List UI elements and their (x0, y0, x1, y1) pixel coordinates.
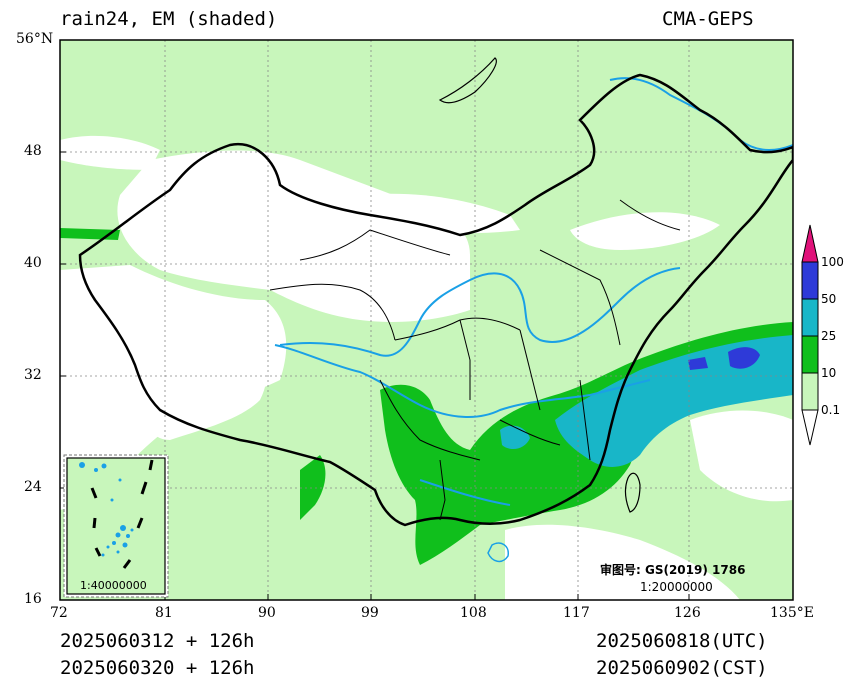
init-time-utc: 2025060312 + 126h (60, 630, 255, 652)
no-rain-north (117, 150, 471, 322)
colorbar-label-50: 50 (821, 292, 837, 306)
colorbar-50 (801, 261, 819, 300)
colorbar-label-25: 25 (821, 329, 837, 343)
colorbar-100 (801, 224, 819, 263)
lat-label-16: 16 (24, 591, 42, 607)
inset-scale: 1:40000000 (80, 579, 147, 592)
colorbar-0.1 (801, 372, 819, 411)
colorbar-label-0.1: 0.1 (821, 403, 841, 417)
colorbar-label-100: 100 (821, 255, 844, 269)
precip-10-25-west (300, 455, 326, 520)
colorbar-25 (801, 298, 819, 337)
map-frame (59, 39, 794, 601)
lon-label-117: 117 (563, 605, 590, 621)
lat-label-48: 48 (24, 143, 42, 159)
taiwan-island (624, 472, 641, 513)
lat-label-24: 24 (24, 479, 42, 495)
init-time-cst: 2025060320 + 126h (60, 657, 255, 679)
lat-label-56: 56°N (16, 31, 54, 47)
hainan-island (487, 542, 509, 563)
no-rain-tibet (130, 319, 268, 440)
lon-label-108: 108 (460, 605, 487, 621)
no-rain-nw-strip (360, 193, 520, 234)
colorbar-label-10: 10 (821, 366, 837, 380)
colorbar-10 (801, 335, 819, 374)
precip-50-100-spot (728, 347, 760, 369)
precip-25-50-band (555, 335, 793, 467)
model-name: CMA-GEPS (662, 8, 754, 30)
lat-label-40: 40 (24, 255, 42, 271)
lake-baikal (438, 57, 497, 104)
valid-time-utc: 2025060818(UTC) (596, 630, 768, 652)
china-border (78, 73, 793, 527)
yangtze-river (274, 344, 651, 418)
lon-label-135: 135°E (770, 605, 814, 621)
lon-label-99: 99 (361, 605, 379, 621)
lon-label-81: 81 (155, 605, 173, 621)
no-rain-mongolia (60, 135, 160, 170)
map-scale: 1:20000000 (640, 580, 713, 594)
lat-label-32: 32 (24, 367, 42, 383)
lon-label-126: 126 (674, 605, 701, 621)
pearl-river (419, 479, 511, 506)
inset-map (63, 454, 169, 598)
approval-number: 审图号: GS(2019) 1786 (600, 563, 746, 577)
colorbar-below (801, 409, 819, 446)
valid-time-cst: 2025060902(CST) (596, 657, 768, 679)
lon-label-72: 72 (50, 605, 68, 621)
no-rain-ne (570, 212, 720, 250)
lon-label-90: 90 (258, 605, 276, 621)
precip-50-100-spot (688, 357, 708, 370)
no-rain-pacific (690, 410, 793, 502)
no-rain-south (505, 524, 740, 600)
map-title: rain24, EM (shaded) (60, 8, 278, 30)
colorbar (801, 224, 819, 446)
